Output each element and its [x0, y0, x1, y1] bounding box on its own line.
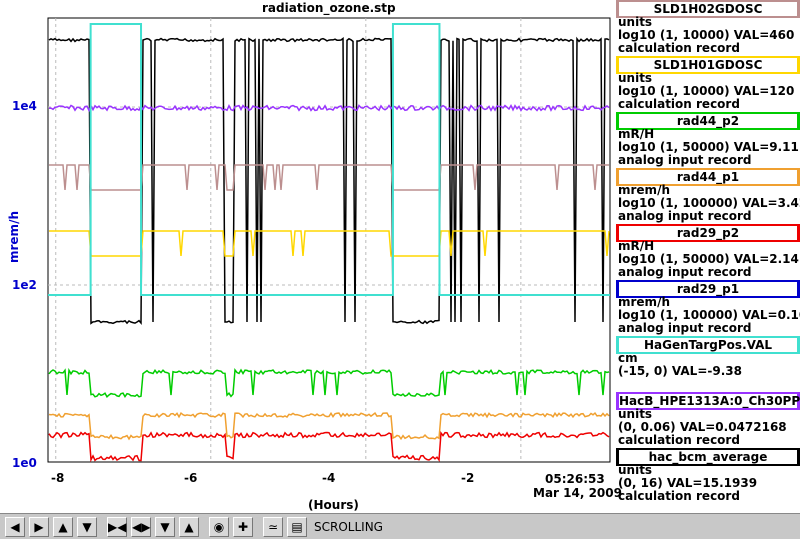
y-tick-1e0: 1e0 [12, 456, 37, 470]
config-icon[interactable]: ▤ [287, 517, 307, 537]
zoom-in-x-icon[interactable]: ▶◀ [107, 517, 127, 537]
right-arrow-icon[interactable]: ▶ [29, 517, 49, 537]
zoom-in-y-icon[interactable]: ▼ [155, 517, 175, 537]
y-tick-1e2: 1e2 [12, 278, 37, 292]
up-arrow-icon[interactable]: ▲ [53, 517, 73, 537]
legend-item[interactable]: HaGenTargPos.VAL cm (-15, 0) VAL=-9.38 [614, 336, 800, 392]
legend-item-units: mrem/h [618, 295, 670, 309]
x-tick-minus-8: -8 [51, 471, 65, 485]
legend-item-name[interactable]: SLD1H02GDOSC [616, 0, 800, 18]
y-tick-1e4: 1e4 [12, 99, 37, 113]
auto-scale-icon[interactable]: ≃ [263, 517, 283, 537]
legend-item-units: mR/H [618, 239, 655, 253]
legend-item-range: log10 (1, 10000) VAL=120 [618, 84, 795, 98]
legend-item-units: mrem/h [618, 183, 670, 197]
legend-item-range: log10 (1, 10000) VAL=460 [618, 28, 795, 42]
legend-item[interactable]: hac_bcm_average units (0, 16) VAL=15.1939 c… [614, 448, 800, 504]
legend-item-name[interactable]: SLD1H01GDOSC [616, 56, 800, 74]
legend-item-units: units [618, 463, 653, 477]
legend-item[interactable]: SLD1H01GDOSC units log10 (1, 10000) VAL=12… [614, 56, 800, 112]
left-arrow-icon[interactable]: ◀ [5, 517, 25, 537]
legend-item-range: (0, 0.06) VAL=0.0472168 [618, 420, 787, 434]
legend-item-record: calculation record [618, 41, 740, 55]
legend-item-record: analog input record [618, 321, 752, 335]
legend-item-record: calculation record [618, 97, 740, 111]
legend-item-name[interactable]: HaGenTargPos.VAL [616, 336, 800, 354]
x-tick-minus-6: -6 [184, 471, 198, 485]
series-rad44-p2 [48, 367, 610, 399]
legend-item-units: units [618, 71, 653, 85]
legend-item[interactable]: SLD1H02GDOSC units log10 (1, 10000) VAL=46… [614, 0, 800, 56]
down-arrow-icon[interactable]: ▼ [77, 517, 97, 537]
legend-item-units: mR/H [618, 127, 655, 141]
series-hacb-hpe1313a [48, 103, 610, 113]
legend-item-name[interactable]: rad44_p1 [616, 168, 800, 186]
legend-item[interactable]: rad44_p1 mrem/h log10 (1, 100000) VAL=3.42… [614, 168, 800, 224]
zoom-out-y-icon[interactable]: ▲ [179, 517, 199, 537]
legend-item-record: analog input record [618, 153, 752, 167]
legend-item-range: log10 (1, 100000) VAL=3.42 [618, 196, 800, 210]
series-sld1h02gdosc [49, 164, 609, 191]
legend-item[interactable]: rad29_p1 mrem/h log10 (1, 100000) VAL=0.10… [614, 280, 800, 336]
toolbar: ◀ ▶ ▲ ▼ ▶◀ ◀▶ ▼ ▲ ◉ ✚ ≃ ▤ SCROLLING [0, 513, 800, 539]
add-icon[interactable]: ✚ [233, 517, 253, 537]
legend-item[interactable]: rad44_p2 mR/H log10 (1, 50000) VAL=9.11 ana… [614, 112, 800, 168]
series-sld1h01gdosc [49, 230, 610, 257]
zoom-out-x-icon[interactable]: ◀▶ [131, 517, 151, 537]
legend-item-name[interactable]: rad29_p2 [616, 224, 800, 242]
legend-item-record: analog input record [618, 209, 752, 223]
legend-item-name[interactable]: rad29_p1 [616, 280, 800, 298]
x-axis-label: (Hours) [308, 498, 359, 512]
strip-chart-plot[interactable] [0, 0, 612, 470]
legend-item-name[interactable]: hac_bcm_average [616, 448, 800, 466]
legend-item-units: cm [618, 351, 638, 365]
legend-item-units: units [618, 407, 653, 421]
series-rad44-p1 [48, 411, 610, 441]
series-rad29-p2 [48, 430, 610, 463]
scrolling-status: SCROLLING [314, 520, 383, 534]
legend-item-range: log10 (1, 100000) VAL=0.102 [618, 308, 800, 322]
x-tick-minus-2: -2 [461, 471, 475, 485]
current-date: Mar 14, 2009 [533, 486, 622, 500]
legend-item-record: analog input record [618, 265, 752, 279]
legend-item[interactable]: HacB_HPE1313A:0_Ch30PPM units (0, 0.06) VA… [614, 392, 800, 448]
series-hagentargpos [48, 23, 610, 296]
record-icon[interactable]: ◉ [209, 517, 229, 537]
legend-panel: SLD1H02GDOSC units log10 (1, 10000) VAL=46… [614, 0, 800, 504]
legend-item-record: calculation record [618, 489, 740, 503]
legend-item[interactable]: rad29_p2 mR/H log10 (1, 50000) VAL=2.14 ana… [614, 224, 800, 280]
legend-item-name[interactable]: rad44_p2 [616, 112, 800, 130]
legend-item-range: log10 (1, 50000) VAL=2.14 [618, 252, 799, 266]
legend-item-name[interactable]: HacB_HPE1313A:0_Ch30PPM [616, 392, 800, 410]
legend-item-range: (0, 16) VAL=15.1939 [618, 476, 758, 490]
legend-item-range: log10 (1, 50000) VAL=9.11 [618, 140, 799, 154]
legend-item-range: (-15, 0) VAL=-9.38 [618, 364, 742, 378]
plot-title: radiation_ozone.stp [262, 1, 396, 15]
legend-item-record: calculation record [618, 433, 740, 447]
x-tick-minus-4: -4 [322, 471, 336, 485]
current-time: 05:26:53 [545, 472, 605, 486]
series-hac-bcm-average [48, 36, 610, 326]
legend-item-units: units [618, 15, 653, 29]
